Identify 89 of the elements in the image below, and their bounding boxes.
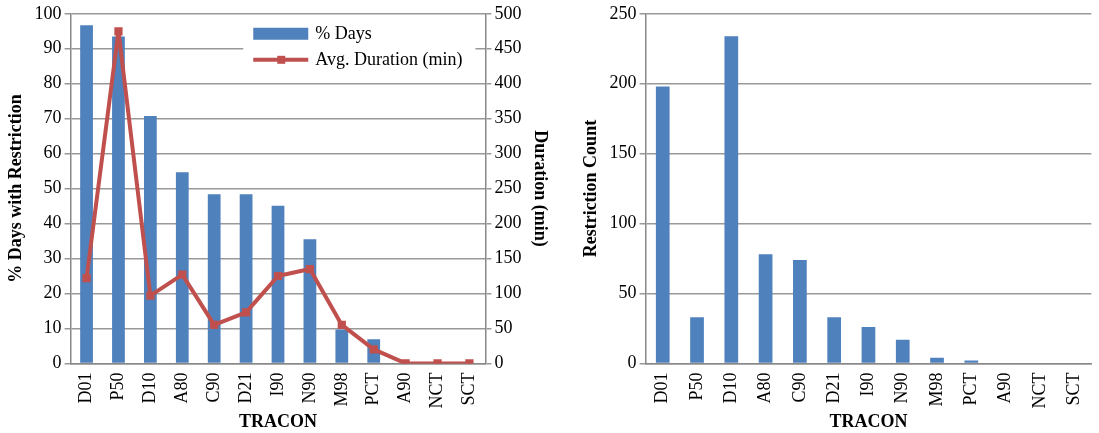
y-tick-label: 30	[43, 247, 62, 268]
x-tick-label: P50	[107, 372, 128, 401]
bar	[895, 339, 910, 363]
y2-tick-label: 50	[494, 317, 513, 338]
x-tick-label: A90	[394, 372, 415, 404]
x-tick-label: D10	[139, 372, 160, 404]
x-tick-label: I90	[857, 372, 878, 397]
y-tick-label: 50	[43, 177, 62, 198]
x-axis-title: TRACON	[829, 410, 908, 431]
bar	[207, 194, 221, 363]
legend-label: % Days	[315, 22, 372, 43]
x-tick-label: A80	[754, 372, 775, 404]
x-axis-title: TRACON	[238, 410, 318, 431]
point	[146, 291, 155, 300]
y2-axis-title: Duration (min)	[529, 130, 551, 247]
bar	[303, 239, 317, 363]
y-tick-label: 100	[34, 2, 62, 23]
x-tick-label: I90	[266, 372, 287, 397]
y-tick-label: 150	[609, 142, 637, 163]
bar	[143, 115, 157, 363]
bar	[239, 194, 253, 363]
y2-tick-label: 100	[494, 282, 522, 303]
bar	[827, 317, 842, 363]
x-tick-label: D21	[234, 372, 255, 404]
bar	[271, 205, 285, 363]
x-tick-label: D01	[75, 372, 96, 404]
x-tick-label: N90	[298, 372, 319, 404]
y2-tick-label: 300	[494, 142, 522, 163]
x-tick-label: N90	[891, 372, 912, 404]
x-tick-label: P50	[685, 372, 706, 401]
bar	[930, 357, 944, 363]
bar	[175, 172, 189, 363]
x-tick-label: A80	[171, 372, 192, 404]
y-tick-label: 70	[43, 107, 62, 128]
point	[337, 320, 346, 330]
x-tick-label: M98	[330, 372, 351, 407]
x-tick-label: NCT	[1028, 372, 1049, 409]
x-tick-label: C90	[788, 372, 809, 403]
point	[210, 320, 219, 330]
x-tick-label: D01	[651, 372, 672, 404]
bar	[655, 86, 670, 363]
point	[178, 270, 187, 279]
point	[273, 271, 283, 281]
x-tick-label: M98	[925, 372, 946, 407]
legend-label: Avg. Duration (min)	[315, 48, 463, 70]
x-tick-label: C90	[202, 372, 223, 403]
x-tick-label: D21	[822, 372, 843, 404]
bar	[758, 254, 773, 363]
bar	[793, 259, 807, 363]
y2-tick-label: 200	[494, 212, 522, 233]
point	[82, 273, 91, 283]
y-tick-label: 10	[43, 317, 62, 338]
bar	[80, 25, 93, 363]
y-tick-label: 50	[618, 282, 637, 303]
bar	[724, 36, 739, 363]
y-tick-label: 40	[43, 212, 62, 233]
y-tick-label: 0	[627, 352, 637, 373]
y-tick-label: 0	[52, 352, 62, 373]
bar	[112, 36, 125, 363]
y2-tick-label: 150	[494, 247, 522, 268]
x-tick-label: NCT	[426, 372, 447, 409]
point	[241, 308, 251, 317]
y2-tick-label: 400	[494, 72, 522, 93]
y-tick-label: 100	[609, 212, 637, 233]
x-tick-label: PCT	[960, 372, 981, 406]
y-tick-label: 90	[43, 37, 62, 58]
y-tick-label: 250	[609, 2, 637, 23]
y-axis-title: Restriction Count	[580, 119, 601, 258]
x-tick-label: A90	[994, 372, 1015, 404]
y2-tick-label: 450	[494, 37, 522, 58]
y2-tick-label: 0	[494, 352, 504, 373]
x-tick-label: SCT	[1062, 372, 1083, 406]
y2-tick-label: 250	[494, 177, 522, 198]
x-tick-label: SCT	[458, 372, 479, 406]
y-axis-title: % Days with Restriction	[5, 94, 26, 283]
y2-tick-label: 500	[494, 2, 522, 23]
y-tick-label: 200	[609, 72, 637, 93]
point	[305, 264, 315, 274]
bar	[690, 317, 704, 363]
bar	[335, 329, 349, 363]
y2-tick-label: 350	[494, 107, 522, 128]
bar	[861, 327, 876, 363]
bar	[964, 360, 979, 363]
y-tick-label: 80	[43, 72, 62, 93]
point	[114, 27, 123, 36]
y-tick-label: 20	[43, 282, 62, 303]
x-tick-label: D10	[720, 372, 741, 404]
x-tick-label: PCT	[362, 372, 383, 406]
y-tick-label: 60	[43, 142, 62, 163]
